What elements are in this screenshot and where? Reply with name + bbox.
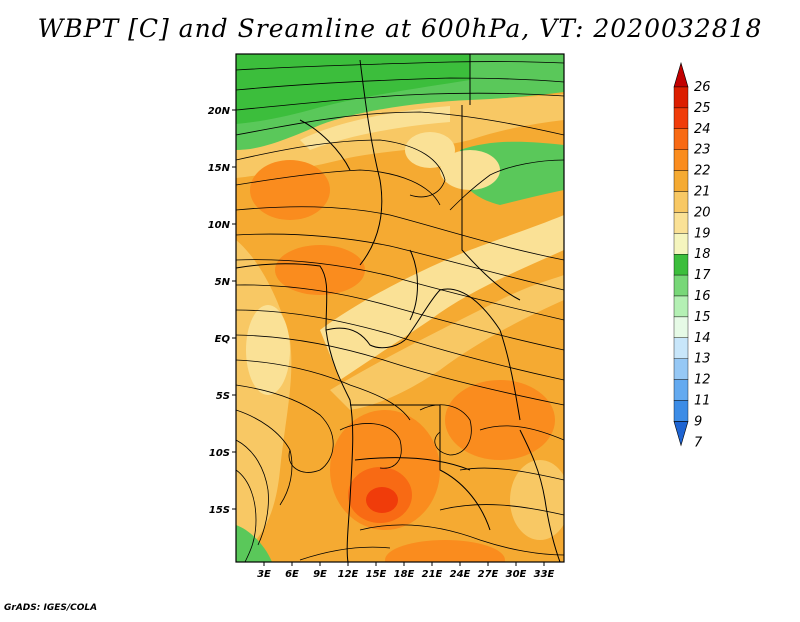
- colorbar-swatch: [673, 379, 689, 401]
- lat-label-15s: 15S: [209, 505, 230, 516]
- lon-label-33e: 33E: [534, 569, 555, 580]
- colorbar-swatch: [673, 212, 689, 234]
- colorbar-label: 13: [694, 352, 711, 367]
- colorbar-label: 12: [694, 373, 711, 388]
- colorbar-swatch: [673, 316, 689, 338]
- colorbar-swatch: [673, 107, 689, 130]
- country-borders: [236, 54, 561, 562]
- colorbar-swatch: [673, 233, 689, 255]
- lat-label-eq: EQ: [215, 334, 231, 345]
- lon-label-6e: 6E: [285, 569, 299, 580]
- lon-label-27e: 27E: [478, 569, 499, 580]
- colorbar-swatch: [673, 128, 689, 150]
- chart-title: WBPT [C] and Sreamline at 600hPa, VT: 20…: [37, 14, 763, 43]
- colorbar-swatch: [673, 358, 689, 380]
- lon-label-30e: 30E: [506, 569, 527, 580]
- longitude-axis: 3E 6E 9E 12E 15E 18E 21E 24E 27E 30E 33E: [257, 562, 555, 580]
- colorbar-swatch: [673, 295, 689, 318]
- lat-label-10n: 10N: [208, 220, 231, 231]
- lon-label-21e: 21E: [422, 569, 443, 580]
- colorbar-swatch: [673, 149, 689, 171]
- colorbar-label: 16: [694, 289, 711, 304]
- colorbar-swatch: [673, 337, 689, 359]
- colorbar-label: 7: [694, 435, 703, 450]
- colorbar-label: 22: [694, 164, 711, 179]
- lon-label-24e: 24E: [450, 569, 471, 580]
- colorbar-swatch: [673, 274, 689, 297]
- lon-label-18e: 18E: [394, 569, 415, 580]
- lon-label-3e: 3E: [257, 569, 271, 580]
- lon-label-15e: 15E: [366, 569, 387, 580]
- colorbar-label: 19: [694, 226, 711, 241]
- colorbar-label: 20: [694, 205, 711, 220]
- latitude-axis: 20N 15N 10N 5N EQ 5S 10S 15S: [208, 106, 236, 516]
- streamlines: [236, 61, 564, 562]
- colorbar-label: 11: [694, 394, 711, 409]
- colorbar-swatch: [673, 170, 689, 192]
- colorbar-swatch: [673, 400, 689, 422]
- colorbar-arrow-bottom: [673, 421, 689, 447]
- colorbar-swatch: [673, 191, 689, 213]
- lon-label-9e: 9E: [313, 569, 327, 580]
- map-frame: [235, 53, 565, 563]
- colorbar-label: 9: [694, 414, 702, 429]
- lat-label-20n: 20N: [208, 106, 231, 117]
- colorbar-label: 26: [694, 80, 711, 95]
- lat-label-15n: 15N: [208, 163, 231, 174]
- lat-label-5n: 5N: [215, 277, 231, 288]
- colorbar-swatch: [673, 86, 689, 109]
- lat-label-10s: 10S: [209, 448, 230, 459]
- colorbar-label: 18: [694, 247, 711, 262]
- colorbar-label: 21: [694, 185, 711, 200]
- wbpt-shading: [236, 54, 564, 562]
- lon-label-12e: 12E: [338, 569, 359, 580]
- colorbar-label: 25: [694, 101, 711, 116]
- colorbar-label: 14: [694, 331, 711, 346]
- lat-label-5s: 5S: [216, 391, 230, 402]
- footer-credit: GrADS: IGES/COLA: [4, 603, 98, 613]
- colorbar-label: 23: [694, 143, 711, 158]
- colorbar: 26 25 24 23 22 21 20 19 18 17 16 15 14 13 12 11 9 7: [673, 61, 711, 450]
- colorbar-swatch: [673, 253, 689, 276]
- colorbar-label: 15: [694, 310, 711, 325]
- colorbar-label: 17: [694, 268, 711, 283]
- colorbar-label: 24: [694, 122, 711, 137]
- colorbar-arrow-top: [673, 61, 689, 88]
